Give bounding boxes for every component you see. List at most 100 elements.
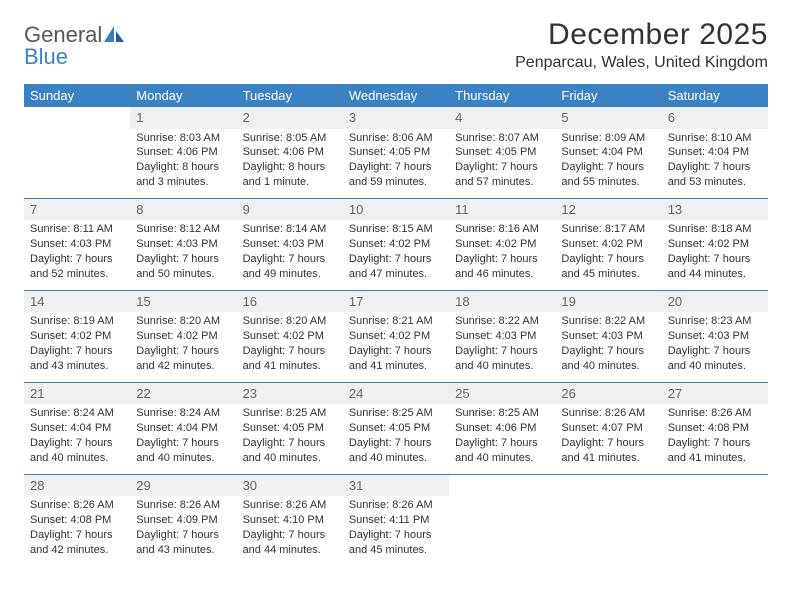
day-cell: 19Sunrise: 8:22 AMSunset: 4:03 PMDayligh… — [555, 290, 661, 382]
cell-line: and 40 minutes. — [136, 451, 230, 466]
day-cell: 28Sunrise: 8:26 AMSunset: 4:08 PMDayligh… — [24, 474, 130, 565]
cell-line: Sunrise: 8:18 AM — [668, 222, 762, 237]
day-cell: 8Sunrise: 8:12 AMSunset: 4:03 PMDaylight… — [130, 198, 236, 290]
cell-line: and 53 minutes. — [668, 175, 762, 190]
day-number: 13 — [662, 199, 768, 221]
day-cell — [555, 474, 661, 565]
cell-line: Sunrise: 8:17 AM — [561, 222, 655, 237]
cell-line: Daylight: 7 hours — [243, 252, 337, 267]
cell-line: Sunrise: 8:24 AM — [30, 406, 124, 421]
day-cell: 11Sunrise: 8:16 AMSunset: 4:02 PMDayligh… — [449, 198, 555, 290]
cell-line: Sunrise: 8:26 AM — [668, 406, 762, 421]
day-number: 2 — [237, 107, 343, 129]
cell-line: Sunrise: 8:19 AM — [30, 314, 124, 329]
cell-line: Sunset: 4:02 PM — [136, 329, 230, 344]
cell-line: and 43 minutes. — [136, 543, 230, 558]
week-row: 1Sunrise: 8:03 AMSunset: 4:06 PMDaylight… — [24, 107, 768, 198]
day-number: 3 — [343, 107, 449, 129]
cell-line: and 57 minutes. — [455, 175, 549, 190]
day-number: 7 — [24, 199, 130, 221]
cell-line: Sunrise: 8:26 AM — [136, 498, 230, 513]
day-cell — [24, 107, 130, 198]
calendar-table: Sunday Monday Tuesday Wednesday Thursday… — [24, 84, 768, 566]
day-number: 27 — [662, 383, 768, 405]
cell-line: Sunrise: 8:22 AM — [455, 314, 549, 329]
cell-line: and 40 minutes. — [243, 451, 337, 466]
cell-line: Daylight: 7 hours — [243, 344, 337, 359]
cell-line: Sunset: 4:06 PM — [455, 421, 549, 436]
day-cell: 4Sunrise: 8:07 AMSunset: 4:05 PMDaylight… — [449, 107, 555, 198]
day-number: 14 — [24, 291, 130, 313]
day-number: 4 — [449, 107, 555, 129]
cell-line: Sunset: 4:02 PM — [349, 237, 443, 252]
cell-line: and 45 minutes. — [561, 267, 655, 282]
cell-line: Sunrise: 8:20 AM — [243, 314, 337, 329]
brand-part2: Blue — [24, 44, 68, 69]
cell-line: Sunset: 4:06 PM — [136, 145, 230, 160]
cell-line: and 41 minutes. — [668, 451, 762, 466]
day-number: 16 — [237, 291, 343, 313]
cell-line: Sunrise: 8:14 AM — [243, 222, 337, 237]
cell-line: and 40 minutes. — [561, 359, 655, 374]
cell-line: Sunset: 4:03 PM — [30, 237, 124, 252]
cell-line: and 40 minutes. — [455, 451, 549, 466]
dow-saturday: Saturday — [662, 84, 768, 107]
day-number: 10 — [343, 199, 449, 221]
cell-line: Sunset: 4:07 PM — [561, 421, 655, 436]
dow-monday: Monday — [130, 84, 236, 107]
cell-line: and 55 minutes. — [561, 175, 655, 190]
day-cell: 20Sunrise: 8:23 AMSunset: 4:03 PMDayligh… — [662, 290, 768, 382]
cell-line: Daylight: 8 hours — [136, 160, 230, 175]
header: General Blue December 2025 Penparcau, Wa… — [24, 18, 768, 72]
cell-line: Sunrise: 8:07 AM — [455, 131, 549, 146]
day-cell: 25Sunrise: 8:25 AMSunset: 4:06 PMDayligh… — [449, 382, 555, 474]
day-cell: 13Sunrise: 8:18 AMSunset: 4:02 PMDayligh… — [662, 198, 768, 290]
cell-line: Daylight: 7 hours — [30, 528, 124, 543]
cell-line: and 44 minutes. — [668, 267, 762, 282]
cell-line: Daylight: 7 hours — [349, 436, 443, 451]
cell-line: Daylight: 7 hours — [349, 160, 443, 175]
day-cell: 23Sunrise: 8:25 AMSunset: 4:05 PMDayligh… — [237, 382, 343, 474]
cell-line: Daylight: 7 hours — [455, 436, 549, 451]
dow-friday: Friday — [555, 84, 661, 107]
cell-line: and 3 minutes. — [136, 175, 230, 190]
day-cell: 18Sunrise: 8:22 AMSunset: 4:03 PMDayligh… — [449, 290, 555, 382]
day-number: 31 — [343, 475, 449, 497]
cell-line: Sunset: 4:09 PM — [136, 513, 230, 528]
cell-line: Sunset: 4:04 PM — [561, 145, 655, 160]
day-number: 28 — [24, 475, 130, 497]
cell-line: Sunrise: 8:23 AM — [668, 314, 762, 329]
cell-line: Sunset: 4:04 PM — [30, 421, 124, 436]
day-number: 26 — [555, 383, 661, 405]
cell-line: Sunset: 4:03 PM — [561, 329, 655, 344]
day-number: 21 — [24, 383, 130, 405]
cell-line: Daylight: 7 hours — [561, 344, 655, 359]
cell-line: and 42 minutes. — [30, 543, 124, 558]
cell-line: Sunset: 4:08 PM — [668, 421, 762, 436]
day-cell: 7Sunrise: 8:11 AMSunset: 4:03 PMDaylight… — [24, 198, 130, 290]
day-number: 8 — [130, 199, 236, 221]
calendar-body: 1Sunrise: 8:03 AMSunset: 4:06 PMDaylight… — [24, 107, 768, 566]
cell-line: Sunrise: 8:26 AM — [561, 406, 655, 421]
day-cell: 14Sunrise: 8:19 AMSunset: 4:02 PMDayligh… — [24, 290, 130, 382]
cell-line: Sunset: 4:11 PM — [349, 513, 443, 528]
cell-line: and 43 minutes. — [30, 359, 124, 374]
cell-line: Daylight: 7 hours — [243, 528, 337, 543]
cell-line: Daylight: 7 hours — [136, 344, 230, 359]
cell-line: and 40 minutes. — [455, 359, 549, 374]
cell-line: Sunrise: 8:12 AM — [136, 222, 230, 237]
cell-line: Sunrise: 8:20 AM — [136, 314, 230, 329]
cell-line: Sunset: 4:05 PM — [243, 421, 337, 436]
day-cell — [449, 474, 555, 565]
day-number: 6 — [662, 107, 768, 129]
cell-line: Sunrise: 8:05 AM — [243, 131, 337, 146]
cell-line: and 59 minutes. — [349, 175, 443, 190]
cell-line: Daylight: 7 hours — [668, 252, 762, 267]
day-cell: 16Sunrise: 8:20 AMSunset: 4:02 PMDayligh… — [237, 290, 343, 382]
cell-line: Sunset: 4:03 PM — [136, 237, 230, 252]
day-cell — [662, 474, 768, 565]
day-cell: 22Sunrise: 8:24 AMSunset: 4:04 PMDayligh… — [130, 382, 236, 474]
day-cell: 26Sunrise: 8:26 AMSunset: 4:07 PMDayligh… — [555, 382, 661, 474]
cell-line: Sunrise: 8:24 AM — [136, 406, 230, 421]
cell-line: Sunset: 4:02 PM — [668, 237, 762, 252]
